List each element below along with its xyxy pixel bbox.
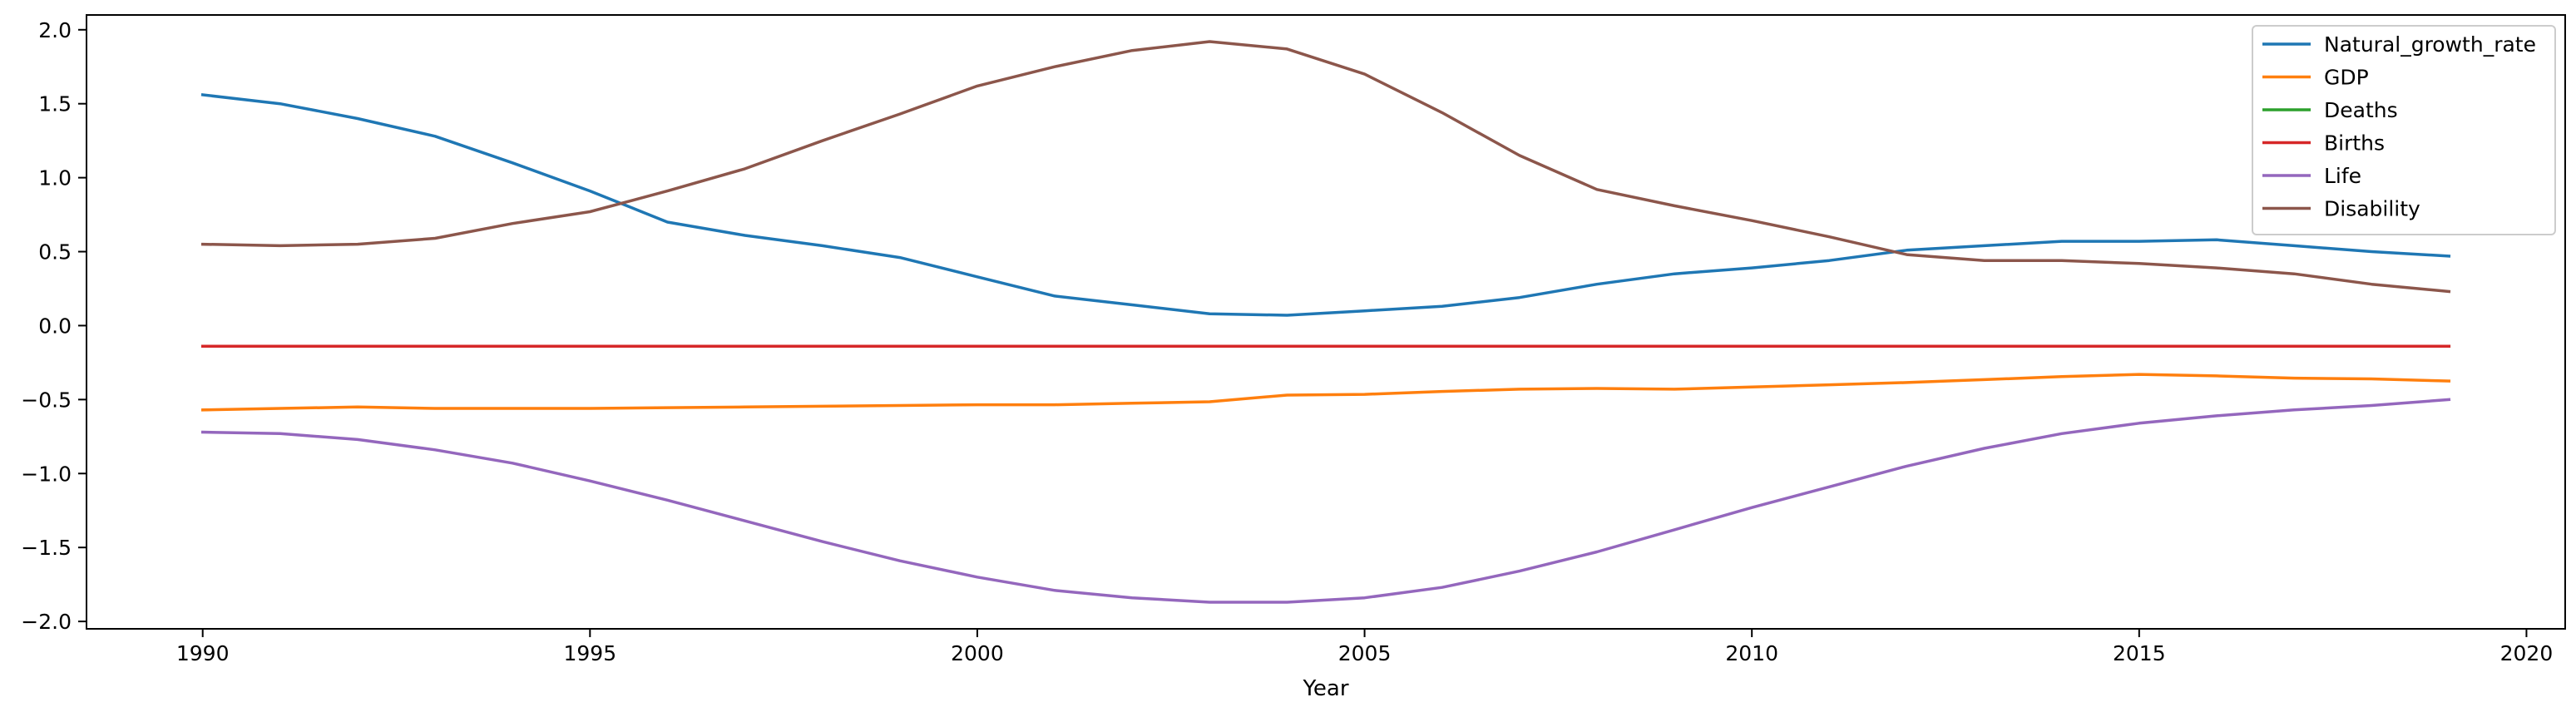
y-tick-label: 0.0 [38, 314, 72, 338]
y-axis: −2.0 −1.5 −1.0 −0.5 0.0 0.5 1.0 1.5 2.0 [21, 18, 87, 634]
legend-label-life: Life [2324, 164, 2361, 188]
legend: Natural_growth_rate GDP Deaths Births Life Di… [2252, 25, 2556, 235]
legend-box [2252, 25, 2556, 235]
x-tick-label: 2000 [951, 641, 1004, 665]
legend-label-births: Births [2324, 131, 2385, 156]
x-tick-label: 2005 [1338, 641, 1392, 665]
series-line-gdp [200, 373, 2451, 412]
plot-frame [86, 14, 2566, 630]
series-layer [200, 40, 2451, 604]
y-tick-label: −1.5 [21, 536, 72, 560]
x-axis-label: Year [1302, 676, 1348, 701]
series-line-natural-growth-rate [200, 93, 2451, 317]
y-tick-label: −1.0 [21, 462, 72, 486]
x-tick-label: 1990 [176, 641, 230, 665]
x-tick-label: 2020 [2500, 641, 2554, 665]
legend-label-gdp: GDP [2324, 66, 2369, 90]
y-tick-label: 2.0 [38, 18, 72, 42]
y-tick-label: −2.0 [21, 610, 72, 634]
y-tick-label: 1.0 [38, 166, 72, 190]
x-tick-label: 1995 [564, 641, 617, 665]
legend-label-disability: Disability [2324, 197, 2420, 221]
legend-label-natural-growth-rate: Natural_growth_rate [2324, 32, 2536, 57]
y-tick-label: −0.5 [21, 388, 72, 412]
x-tick-label: 2015 [2113, 641, 2166, 665]
y-tick-label: 1.5 [38, 92, 72, 116]
legend-label-deaths: Deaths [2324, 98, 2398, 122]
series-line-life [200, 398, 2451, 604]
x-tick-label: 2010 [1725, 641, 1778, 665]
y-tick-label: 0.5 [38, 240, 72, 265]
series-line-disability [200, 40, 2451, 294]
x-axis: 1990 1995 2000 2005 2010 2015 2020 [176, 629, 2553, 665]
